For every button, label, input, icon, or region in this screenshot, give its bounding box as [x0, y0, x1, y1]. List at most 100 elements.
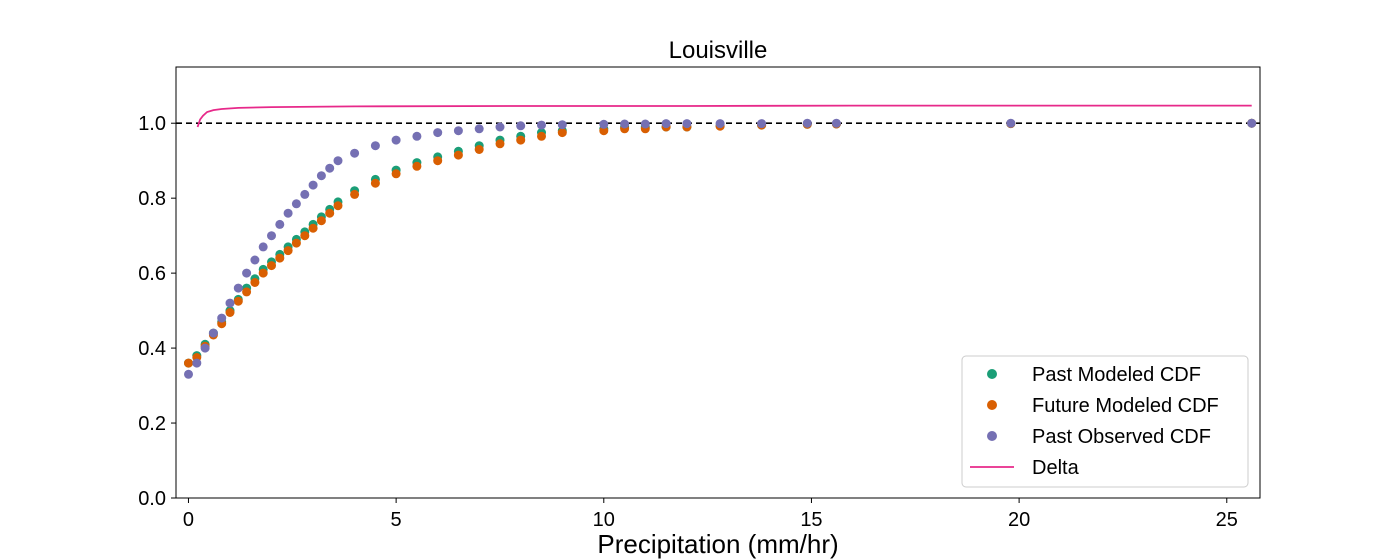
data-point-future-modeled-cdf — [316, 216, 326, 226]
legend-label: Future Modeled CDF — [1032, 395, 1219, 417]
plot-area — [176, 104, 1260, 379]
data-point-past-observed-cdf — [412, 131, 422, 141]
data-point-past-observed-cdf — [599, 119, 609, 129]
data-point-future-modeled-cdf — [350, 189, 360, 199]
data-point-past-observed-cdf — [225, 298, 235, 308]
plot-frame — [175, 66, 1261, 499]
y-tick-label: 0.6 — [138, 263, 166, 285]
data-point-past-observed-cdf — [682, 119, 692, 129]
data-point-past-observed-cdf — [208, 328, 218, 338]
data-point-past-observed-cdf — [350, 148, 360, 158]
legend-box — [961, 355, 1249, 488]
data-point-past-observed-cdf — [557, 120, 567, 130]
data-point-future-modeled-cdf — [225, 308, 235, 317]
chart-title: Louisville — [669, 37, 768, 64]
data-point-future-modeled-cdf — [495, 139, 505, 149]
data-point-past-observed-cdf — [640, 119, 650, 129]
legend: Past Modeled CDF Future Modeled CDF Past O… — [961, 355, 1249, 488]
data-point-past-observed-cdf — [516, 121, 526, 131]
data-point-past-observed-cdf — [802, 118, 812, 128]
series-future-modeled-cdf — [184, 118, 1257, 368]
data-point-future-modeled-cdf — [474, 145, 484, 154]
data-point-future-modeled-cdf — [233, 296, 243, 306]
x-tick-label: 20 — [1008, 509, 1030, 531]
data-point-past-observed-cdf — [495, 122, 505, 132]
data-point-past-observed-cdf — [1006, 118, 1016, 128]
x-tick-label: 0 — [183, 509, 194, 531]
data-point-past-observed-cdf — [325, 163, 335, 173]
data-point-past-observed-cdf — [433, 128, 443, 138]
data-point-past-observed-cdf — [1247, 118, 1257, 128]
data-point-future-modeled-cdf — [412, 161, 422, 171]
data-point-past-observed-cdf — [333, 156, 343, 166]
data-point-past-observed-cdf — [316, 171, 326, 181]
data-point-past-observed-cdf — [192, 358, 202, 368]
data-point-past-observed-cdf — [258, 242, 268, 252]
data-point-future-modeled-cdf — [242, 287, 252, 297]
data-point-past-observed-cdf — [233, 283, 243, 293]
data-point-past-observed-cdf — [291, 199, 301, 209]
data-point-future-modeled-cdf — [453, 150, 463, 160]
data-point-past-observed-cdf — [831, 118, 841, 128]
data-point-future-modeled-cdf — [557, 128, 567, 138]
data-point-past-observed-cdf — [267, 231, 276, 241]
data-point-past-observed-cdf — [474, 124, 484, 134]
data-point-past-observed-cdf — [537, 120, 546, 130]
y-tick-label: 1.0 — [138, 113, 166, 135]
x-tick-label: 15 — [800, 509, 822, 531]
data-point-past-observed-cdf — [300, 189, 310, 199]
data-point-future-modeled-cdf — [291, 238, 301, 248]
data-point-future-modeled-cdf — [370, 178, 380, 188]
y-tick-label: 0.8 — [138, 188, 166, 210]
data-point-future-modeled-cdf — [300, 231, 310, 241]
data-point-past-observed-cdf — [715, 119, 725, 129]
series-line-delta — [196, 104, 1252, 128]
x-tick-label: 10 — [593, 509, 615, 531]
data-point-past-observed-cdf — [391, 135, 401, 145]
data-point-past-observed-cdf — [275, 219, 285, 229]
data-point-past-observed-cdf — [250, 255, 260, 265]
y-tick-label: 0.2 — [138, 413, 166, 435]
series-past-modeled-cdf — [184, 118, 1257, 368]
legend-swatch — [987, 369, 997, 379]
data-point-future-modeled-cdf — [325, 208, 335, 218]
x-tick-label: 5 — [391, 509, 402, 531]
y-axis: 0.0 0.2 0.4 0.6 0.8 1.0 — [138, 113, 176, 510]
series-past-observed-cdf — [184, 118, 1257, 379]
data-point-past-observed-cdf — [453, 126, 463, 136]
x-axis: 0 5 10 15 20 25 — [183, 498, 1238, 531]
legend-swatch — [987, 400, 997, 410]
series-delta — [196, 104, 1252, 128]
x-tick-label: 25 — [1216, 509, 1238, 531]
data-point-future-modeled-cdf — [250, 278, 260, 287]
data-point-future-modeled-cdf — [283, 246, 293, 256]
data-point-future-modeled-cdf — [275, 253, 285, 263]
data-point-future-modeled-cdf — [391, 169, 401, 179]
data-point-future-modeled-cdf — [258, 268, 268, 278]
data-point-past-observed-cdf — [217, 313, 227, 323]
legend-label: Past Modeled CDF — [1032, 364, 1201, 386]
data-point-future-modeled-cdf — [537, 131, 546, 141]
y-tick-label: 0.0 — [138, 488, 166, 510]
x-axis-label: Precipitation (mm/hr) — [597, 529, 838, 559]
data-point-future-modeled-cdf — [516, 135, 526, 145]
data-point-past-observed-cdf — [757, 119, 767, 129]
data-point-past-observed-cdf — [661, 119, 671, 129]
data-point-future-modeled-cdf — [267, 261, 276, 271]
data-point-past-observed-cdf — [308, 180, 318, 190]
data-point-future-modeled-cdf — [184, 358, 193, 368]
data-point-future-modeled-cdf — [433, 156, 443, 166]
data-point-past-observed-cdf — [370, 141, 380, 151]
data-point-past-observed-cdf — [283, 208, 293, 218]
data-point-past-observed-cdf — [242, 268, 252, 278]
data-point-future-modeled-cdf — [308, 223, 318, 233]
legend-label: Delta — [1032, 457, 1080, 479]
data-point-past-observed-cdf — [200, 343, 210, 353]
legend-label: Past Observed CDF — [1032, 426, 1211, 448]
data-point-past-observed-cdf — [184, 369, 193, 379]
data-point-past-observed-cdf — [620, 119, 630, 129]
data-point-future-modeled-cdf — [333, 201, 343, 211]
y-tick-label: 0.4 — [138, 338, 166, 360]
